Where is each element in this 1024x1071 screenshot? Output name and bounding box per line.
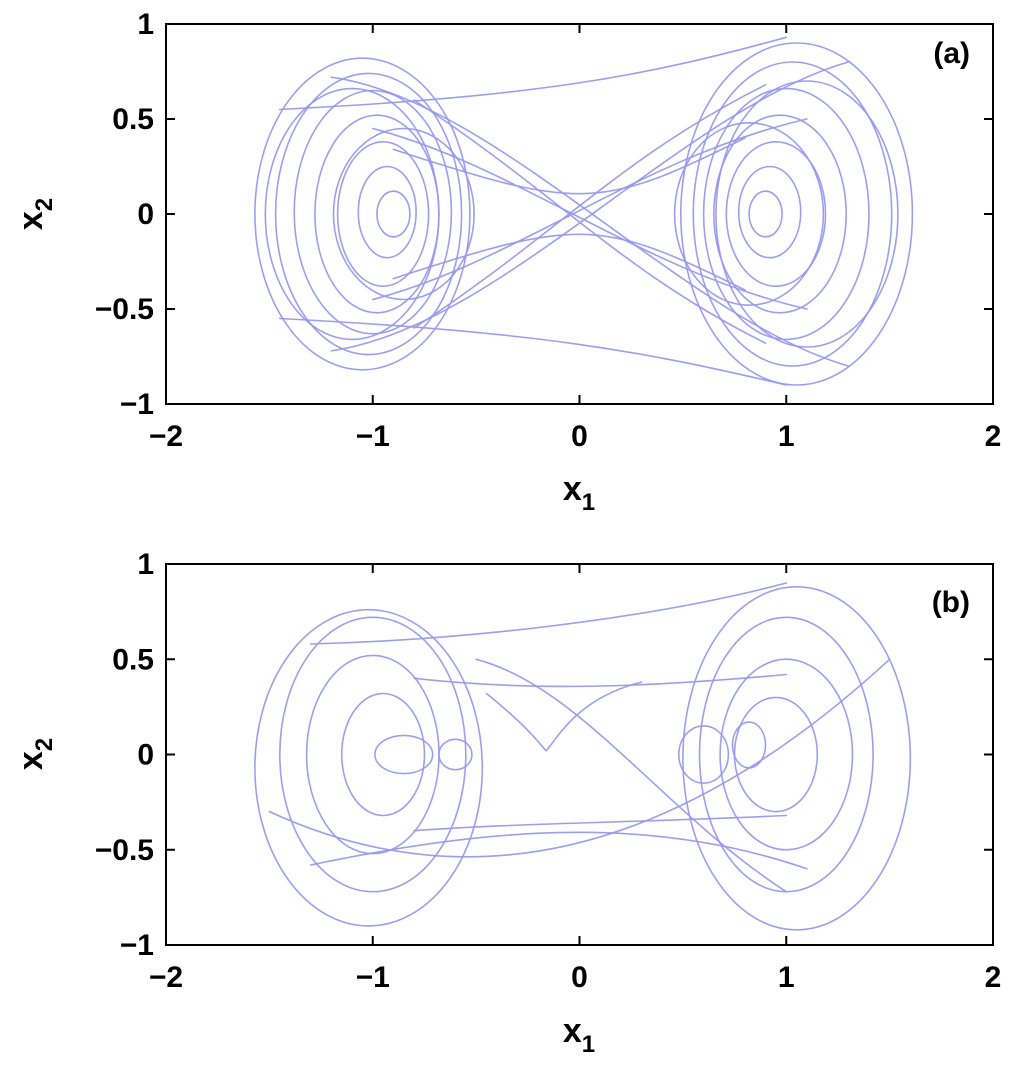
y-tick-label: 0 bbox=[137, 739, 154, 772]
trajectory-strand bbox=[413, 84, 767, 329]
trajectory-loop bbox=[702, 87, 870, 341]
trajectory-strand bbox=[475, 658, 788, 893]
y-tick-label: −0.5 bbox=[95, 293, 154, 326]
y-tick-label: −1 bbox=[120, 388, 154, 421]
trajectory-loop bbox=[336, 141, 430, 287]
trajectory-strand bbox=[309, 831, 808, 870]
trajectory-loop bbox=[677, 725, 730, 784]
trajectory-loop bbox=[357, 165, 417, 259]
trajectory-strand bbox=[392, 137, 746, 195]
trajectory-loop bbox=[274, 72, 463, 356]
x-tick-label: 1 bbox=[778, 420, 795, 453]
trajectory-strand bbox=[485, 692, 548, 752]
trajectory-loop bbox=[715, 80, 899, 348]
trajectory-loop bbox=[719, 658, 854, 851]
y-tick-label: 0.5 bbox=[112, 643, 154, 676]
ticks-a: −2 −1 0 1 2−1−0.500.51 bbox=[95, 8, 1002, 453]
trajectory-loop bbox=[438, 738, 473, 771]
trajectory-loop bbox=[278, 616, 467, 893]
trajectory-strand bbox=[372, 127, 808, 310]
trajectory-loop bbox=[748, 190, 783, 238]
trajectory-loop bbox=[374, 734, 434, 775]
y-tick-label: 1 bbox=[137, 8, 154, 41]
x-tick-label: −1 bbox=[356, 961, 390, 994]
trajectory-strand bbox=[413, 99, 767, 344]
trajectory-loop bbox=[712, 114, 847, 314]
trajectory-strand bbox=[545, 681, 643, 752]
trajectory-strand bbox=[278, 36, 788, 111]
trajectory-loop bbox=[293, 89, 453, 335]
y-tick-label: 0 bbox=[137, 198, 154, 231]
x-tick-label: 2 bbox=[985, 961, 1002, 994]
trajectory-loop bbox=[733, 696, 819, 813]
x-tick-label: 0 bbox=[571, 961, 588, 994]
trajectory-loop bbox=[725, 141, 827, 287]
trajectory-strand bbox=[330, 76, 850, 367]
y-tick-label: −0.5 bbox=[95, 834, 154, 867]
x-axis-label-a: x1 bbox=[563, 470, 595, 516]
panel-label-a: (a) bbox=[933, 37, 970, 70]
trajectory-strand bbox=[278, 317, 788, 386]
y-tick-label: 0.5 bbox=[112, 103, 154, 136]
y-axis-label-b: x2 bbox=[12, 738, 58, 770]
y-tick-label: −1 bbox=[120, 929, 154, 962]
y-tick-label: 1 bbox=[137, 548, 154, 581]
x-tick-label: 1 bbox=[778, 961, 795, 994]
trajectory-strand bbox=[413, 673, 788, 688]
trajectory-loop bbox=[737, 165, 802, 259]
x-tick-label: −2 bbox=[149, 420, 183, 453]
x-tick-label: 0 bbox=[571, 420, 588, 453]
trajectory-loop bbox=[305, 654, 440, 855]
trajectory-strand bbox=[413, 814, 788, 832]
trajectory-loop bbox=[673, 122, 825, 306]
trajectory-loop bbox=[340, 692, 426, 817]
panel-a: −2 −1 0 1 2−1−0.500.51 (a) x1 x2 bbox=[12, 8, 1001, 516]
panel-b: −2 −1 0 1 2−1−0.500.51 (b) x1 x2 bbox=[12, 548, 1001, 1058]
trajectory-strand bbox=[330, 61, 850, 352]
trajectory-loop bbox=[692, 61, 893, 367]
trajectory-loop bbox=[679, 42, 914, 386]
trajectory-loop bbox=[332, 127, 475, 301]
y-axis-label-a: x2 bbox=[12, 198, 58, 230]
trajectory-loop bbox=[254, 608, 484, 927]
plot-frame-b bbox=[165, 563, 994, 946]
trajectory-strand bbox=[372, 118, 808, 301]
x-tick-label: −2 bbox=[149, 961, 183, 994]
trajectory-loop bbox=[254, 57, 471, 371]
ticks-b: −2 −1 0 1 2−1−0.500.51 bbox=[95, 548, 1002, 994]
x-tick-label: 2 bbox=[985, 420, 1002, 453]
panel-label-b: (b) bbox=[932, 586, 970, 619]
trajectory-strand bbox=[268, 658, 891, 858]
trajectory-loop bbox=[682, 585, 912, 931]
x-axis-label-b: x1 bbox=[563, 1012, 595, 1058]
trajectory-strand bbox=[309, 582, 788, 645]
trajectory-loop bbox=[264, 87, 440, 341]
trajectory-a bbox=[254, 36, 914, 386]
x-tick-label: −1 bbox=[356, 420, 390, 453]
trajectory-b bbox=[254, 582, 912, 931]
trajectory-loop bbox=[376, 190, 411, 238]
trajectory-strand bbox=[392, 233, 746, 291]
